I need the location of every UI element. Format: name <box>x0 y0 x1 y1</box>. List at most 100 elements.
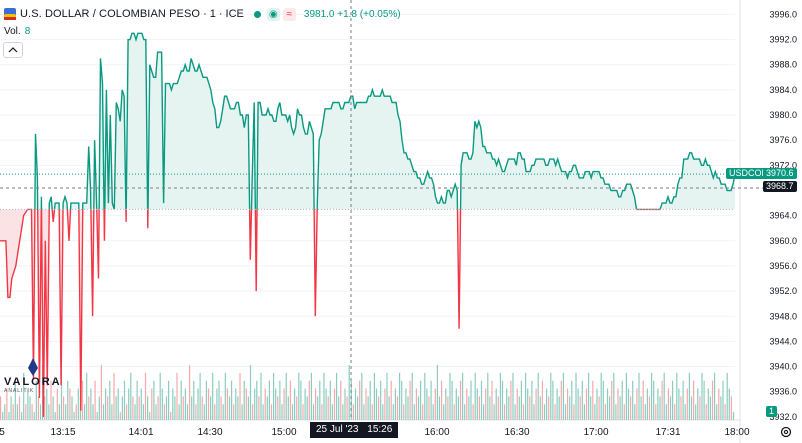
volume-bar <box>583 404 585 420</box>
volume-bar <box>718 388 720 420</box>
volume-bar <box>315 388 317 420</box>
volume-bar <box>384 388 386 420</box>
volume-bar <box>291 404 294 420</box>
last-quote: 3981.0 +1.8 (+0.05%) <box>303 8 401 20</box>
volume-bar <box>186 404 189 420</box>
volume-bar <box>359 380 361 420</box>
last-price-tag: 3970.6 <box>763 168 797 179</box>
volume-bar <box>581 380 583 420</box>
volume-bar <box>556 388 558 420</box>
volume-bar <box>8 412 10 420</box>
volume-bar <box>585 388 588 420</box>
volume-bar <box>0 396 2 420</box>
volume-bar <box>258 396 260 420</box>
x-tick-label: 16:30 <box>504 427 529 438</box>
volume-value: 8 <box>24 26 31 37</box>
volume-bar <box>443 404 445 420</box>
volume-bar <box>669 396 672 420</box>
volume-bar <box>709 396 711 420</box>
volume-bar <box>411 372 413 420</box>
volume-bar <box>268 380 270 420</box>
volume-bar <box>483 404 485 420</box>
symbol-price-tag: USDCOP <box>726 168 771 179</box>
volume-bar <box>716 404 718 420</box>
crosshair-date: 25 Jul '23 <box>316 424 359 435</box>
volume-bar <box>363 404 365 420</box>
volume-bar <box>720 396 722 420</box>
volume-bar <box>464 404 466 420</box>
volume-bar <box>680 396 682 420</box>
volume-bar <box>642 380 644 420</box>
volume-bar <box>499 372 501 420</box>
volume-bar <box>119 412 121 420</box>
volume-bar <box>233 404 235 420</box>
volume-bar <box>201 396 203 420</box>
compare-icon[interactable]: ≈ <box>282 7 296 21</box>
volume-bar <box>329 380 331 420</box>
volume-bar <box>554 404 556 420</box>
volume-bar <box>312 404 315 420</box>
volume-bar <box>130 372 132 420</box>
volume-bar <box>495 388 497 420</box>
volume-bar <box>180 380 182 420</box>
y-tick-label: 3984.0 <box>769 85 797 95</box>
volume-bar <box>424 372 426 420</box>
volume-bar <box>31 404 33 420</box>
volume-bar <box>518 396 520 420</box>
volume-bar <box>541 380 543 420</box>
volume-bar <box>369 380 371 420</box>
volume-bar <box>161 388 163 420</box>
volume-bar <box>296 396 298 420</box>
volume-bar <box>449 372 451 420</box>
market-status-dot-icon[interactable] <box>253 10 261 18</box>
volume-bar <box>300 380 302 420</box>
valora-logo: VALORA ANALITIK <box>4 358 64 394</box>
y-tick-label: 3956.0 <box>769 261 797 271</box>
volume-bar <box>690 396 693 420</box>
volume-bar <box>394 388 396 420</box>
volume-bar <box>12 404 14 420</box>
volume-label: Vol. <box>4 26 21 37</box>
volume-bar <box>459 380 462 420</box>
interval-label[interactable]: 1 <box>209 8 216 20</box>
volume-bar <box>16 404 18 420</box>
volume-bar <box>405 388 407 420</box>
volume-bar <box>487 372 489 420</box>
volume-bar <box>25 404 27 420</box>
volume-bar <box>197 388 199 420</box>
volume-bar <box>646 388 648 420</box>
volume-bar <box>625 372 627 420</box>
volume-bar <box>174 396 176 420</box>
y-tick-label: 3952.0 <box>769 286 797 296</box>
symbol-title[interactable]: U.S. DOLLAR / COLOMBIAN PESO <box>20 8 201 20</box>
volume-bar <box>661 380 663 420</box>
volume-bar <box>224 372 226 420</box>
volume-bar <box>140 388 142 420</box>
volume-bar <box>220 396 222 420</box>
volume-bar <box>245 388 247 420</box>
volume-bar <box>279 380 281 420</box>
volume-bar <box>170 412 172 420</box>
volume-bar <box>327 396 329 420</box>
volume-bar <box>88 396 90 420</box>
volume-bar <box>491 380 493 420</box>
volume-bar <box>420 380 422 420</box>
volume-bar <box>564 404 567 420</box>
volume-bar <box>602 380 604 420</box>
collapse-legend-button[interactable] <box>3 42 23 58</box>
volume-bar <box>560 380 562 420</box>
volume-bar <box>105 388 107 420</box>
y-tick-label: 3992.0 <box>769 35 797 45</box>
volume-bar <box>682 380 684 420</box>
volume-tag-value: 1 <box>769 406 775 416</box>
visibility-icon[interactable]: ◉ <box>266 7 280 21</box>
volume-bar <box>109 380 111 420</box>
volume-bar <box>415 388 417 420</box>
y-tick-label: 3988.0 <box>769 60 797 70</box>
volume-bar <box>50 380 52 420</box>
volume-bar <box>39 404 42 420</box>
volume-bar <box>176 372 178 420</box>
y-tick-label: 3964.0 <box>769 211 797 221</box>
settings-gear-icon[interactable] <box>779 425 793 439</box>
